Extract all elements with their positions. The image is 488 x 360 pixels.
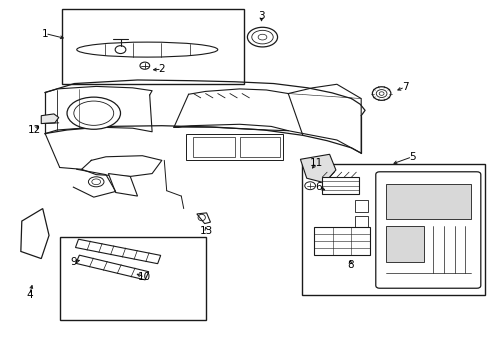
- Ellipse shape: [304, 182, 315, 190]
- Bar: [322, 177, 358, 194]
- Text: 4: 4: [26, 290, 33, 300]
- Text: 7: 7: [401, 82, 407, 92]
- Polygon shape: [108, 174, 137, 196]
- Ellipse shape: [74, 101, 114, 125]
- Bar: [186, 134, 283, 160]
- Bar: [301, 164, 484, 295]
- Text: 3: 3: [258, 11, 264, 21]
- Text: 9: 9: [70, 257, 77, 267]
- Bar: [62, 9, 244, 84]
- Bar: [193, 137, 234, 157]
- Polygon shape: [21, 208, 49, 258]
- Text: 13: 13: [200, 226, 213, 236]
- Bar: [385, 184, 469, 219]
- Polygon shape: [41, 114, 59, 123]
- Text: 11: 11: [309, 158, 323, 168]
- Ellipse shape: [115, 46, 125, 54]
- Text: 6: 6: [315, 182, 322, 192]
- Polygon shape: [300, 154, 335, 183]
- Ellipse shape: [372, 87, 390, 100]
- Ellipse shape: [247, 27, 277, 47]
- Polygon shape: [75, 239, 161, 264]
- Text: 12: 12: [28, 125, 41, 135]
- Bar: [239, 137, 279, 157]
- Bar: [355, 200, 367, 212]
- Bar: [355, 216, 367, 227]
- Text: 10: 10: [138, 272, 151, 282]
- Text: 1: 1: [42, 28, 48, 39]
- Text: 2: 2: [158, 64, 165, 74]
- Ellipse shape: [140, 62, 149, 69]
- Polygon shape: [76, 255, 148, 280]
- Bar: [313, 227, 369, 255]
- Bar: [60, 237, 205, 320]
- Text: 5: 5: [408, 152, 415, 162]
- Text: 8: 8: [346, 260, 353, 270]
- Ellipse shape: [67, 97, 120, 129]
- FancyBboxPatch shape: [375, 172, 480, 288]
- Bar: [385, 226, 424, 262]
